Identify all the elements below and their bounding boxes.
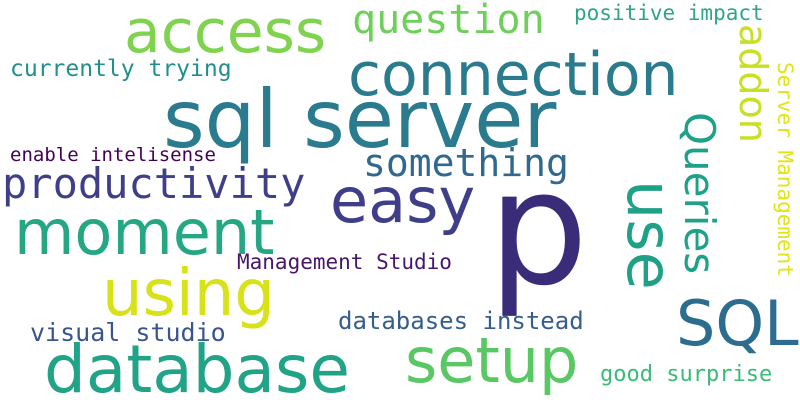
word-something: something: [363, 141, 569, 185]
word-using: using: [102, 257, 275, 331]
word-easy: easy: [330, 164, 476, 237]
word-server-management: Server Management: [773, 62, 797, 277]
word-good-surprise: good surprise: [600, 362, 773, 387]
word-enable-intelisense: enable intelisense: [10, 144, 216, 166]
word-currently-trying: currently trying: [10, 56, 232, 82]
word-p: p: [488, 137, 589, 321]
word-databases-instead: databases instead: [338, 307, 584, 335]
word-database: database: [44, 331, 350, 400]
word-setup: setup: [405, 324, 579, 397]
word-use: use: [613, 180, 686, 290]
word-productivity: productivity: [2, 159, 306, 208]
word-sql: SQL: [676, 287, 799, 360]
word-positive-impact: positive impact: [574, 1, 764, 25]
word-question: question: [352, 0, 545, 43]
word-addon: addon: [731, 24, 775, 143]
word-visual-studio: visual studio: [30, 318, 226, 347]
word-moment: moment: [14, 196, 275, 269]
word-access: access: [124, 0, 327, 67]
word-sql-server: sql server: [163, 73, 557, 166]
word-management-studio: Management Studio: [237, 250, 452, 274]
word-connection: connection: [348, 40, 679, 110]
